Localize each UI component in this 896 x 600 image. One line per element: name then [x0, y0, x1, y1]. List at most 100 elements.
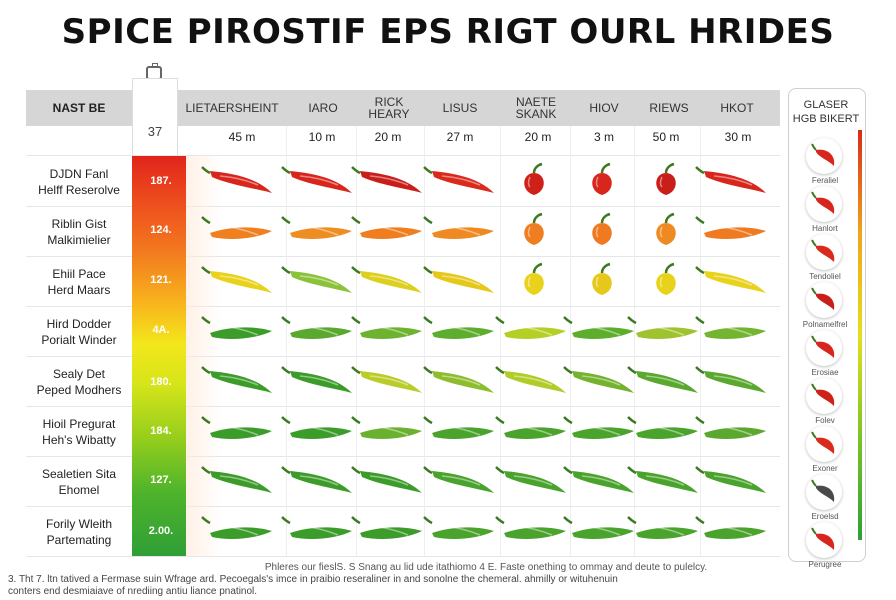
pepper-icon: [627, 366, 698, 393]
grid-line: [26, 406, 780, 407]
column-header: IARO: [308, 101, 338, 115]
pepper-icon: [351, 516, 422, 539]
heat-value: 127.: [150, 474, 172, 486]
pepper-icon: [695, 516, 766, 539]
column-dose: 20 m: [374, 130, 402, 144]
header-first-cell: NAST BE: [52, 101, 106, 115]
pepper-icon: [281, 516, 352, 539]
pepper-icon: [423, 366, 494, 393]
legend-pepper-icon: [806, 282, 842, 318]
pepper-icon: [201, 166, 272, 193]
column-dose: 50 m: [652, 130, 680, 144]
row-label: Hird Dodder Porialt Winder: [41, 317, 117, 347]
grid-line: [26, 356, 780, 357]
legend-label: Perugree: [808, 560, 842, 569]
column-header: HIOV: [589, 101, 619, 115]
grid-line: [26, 456, 780, 457]
column-header: HKOT: [720, 101, 754, 115]
legend-label: Tendoliel: [809, 272, 841, 281]
column-dose: 27 m: [446, 130, 474, 144]
pepper-icon: [281, 466, 352, 493]
legend-scale-bar: [858, 130, 862, 540]
pepper-icon: [656, 262, 676, 295]
legend-label: Feraliel: [811, 176, 839, 185]
column-header: RICK HEARY: [368, 95, 410, 121]
row-label: Sealetien Sita Ehomel: [41, 467, 117, 497]
footnote-source: 3. Tht 7. ltn tatived a Fermase suin Wfr…: [8, 574, 618, 597]
pepper-icon: [281, 266, 352, 293]
grid-line: [26, 155, 780, 156]
pepper-icon: [695, 466, 766, 493]
pepper-icon: [524, 262, 544, 295]
pepper-icon: [695, 316, 766, 339]
pepper-icon: [351, 216, 422, 239]
heat-value: 187.: [150, 175, 172, 187]
pepper-icon: [695, 366, 766, 393]
pepper-icon: [423, 516, 494, 539]
pepper-icon: [351, 316, 422, 339]
row-label: Ehiil Pace Herd Maars: [47, 267, 111, 297]
pepper-icon: [423, 166, 494, 193]
grid-line: [500, 126, 501, 556]
pepper-icon: [423, 316, 494, 339]
grid-line: [286, 126, 287, 556]
pepper-icon: [592, 162, 612, 195]
pepper-icon: [201, 516, 272, 539]
grid-line: [570, 126, 571, 556]
pepper-icon: [201, 416, 272, 439]
column-header: NAETE SKANK: [515, 95, 557, 121]
grid-line: [26, 556, 780, 557]
pepper-icon: [524, 212, 544, 245]
pepper-icon: [627, 516, 698, 539]
column-header: LISUS: [442, 101, 478, 115]
pepper-icon: [351, 166, 422, 193]
heat-value: 121.: [150, 274, 172, 286]
grid-line: [26, 306, 780, 307]
pepper-icon: [281, 316, 352, 339]
pepper-icon: [656, 212, 676, 245]
column-dose: 45 m: [228, 130, 256, 144]
pepper-icon: [423, 466, 494, 493]
pepper-icon: [656, 162, 676, 195]
pepper-icon: [563, 366, 634, 393]
heat-value: 4A.: [152, 324, 170, 336]
pepper-icon: [563, 516, 634, 539]
pepper-icon: [423, 266, 494, 293]
pepper-icon: [695, 266, 766, 293]
legend-pepper-icon: [806, 426, 842, 462]
grid-line: [26, 206, 780, 207]
pepper-icon: [495, 516, 566, 539]
legend-label: Eroelsd: [811, 512, 839, 521]
grid-line: [26, 506, 780, 507]
row-label: Hioil Pregurat Heh's Wibatty: [42, 417, 116, 447]
footnote: Phleres our fieslS. S Snang au lid ude i…: [264, 562, 708, 573]
legend-pepper-icon: [806, 138, 842, 174]
legend-label: Hanlort: [812, 224, 838, 233]
grid-line: [700, 126, 701, 556]
pepper-icon: [201, 466, 272, 493]
heat-value: 184.: [150, 425, 172, 437]
pepper-icon: [351, 366, 422, 393]
heat-scale-bar: [132, 156, 186, 556]
pepper-icon: [201, 316, 272, 339]
legend-label: Exoner: [812, 464, 838, 473]
grid-line: [356, 126, 357, 556]
pepper-icon: [495, 466, 566, 493]
column-header: LIETAERSHEINT: [185, 101, 279, 115]
pepper-icon: [351, 416, 422, 439]
pepper-icon: [627, 466, 698, 493]
legend-label: Erosiae: [811, 368, 839, 377]
pepper-icon: [495, 316, 566, 339]
grid-line: [424, 126, 425, 556]
pepper-icon: [563, 416, 634, 439]
row-label: Riblin Gist Malkimielier: [47, 217, 111, 247]
legend-pepper-icon: [806, 186, 842, 222]
row-label: Forily Wleith Partemating: [45, 517, 112, 547]
pepper-icon: [281, 416, 352, 439]
pepper-icon: [201, 216, 272, 239]
column-dose: 10 m: [308, 130, 336, 144]
pepper-icon: [201, 266, 272, 293]
heat-value: 124.: [150, 224, 172, 236]
pepper-icon: [495, 366, 566, 393]
grid-line: [634, 126, 635, 556]
